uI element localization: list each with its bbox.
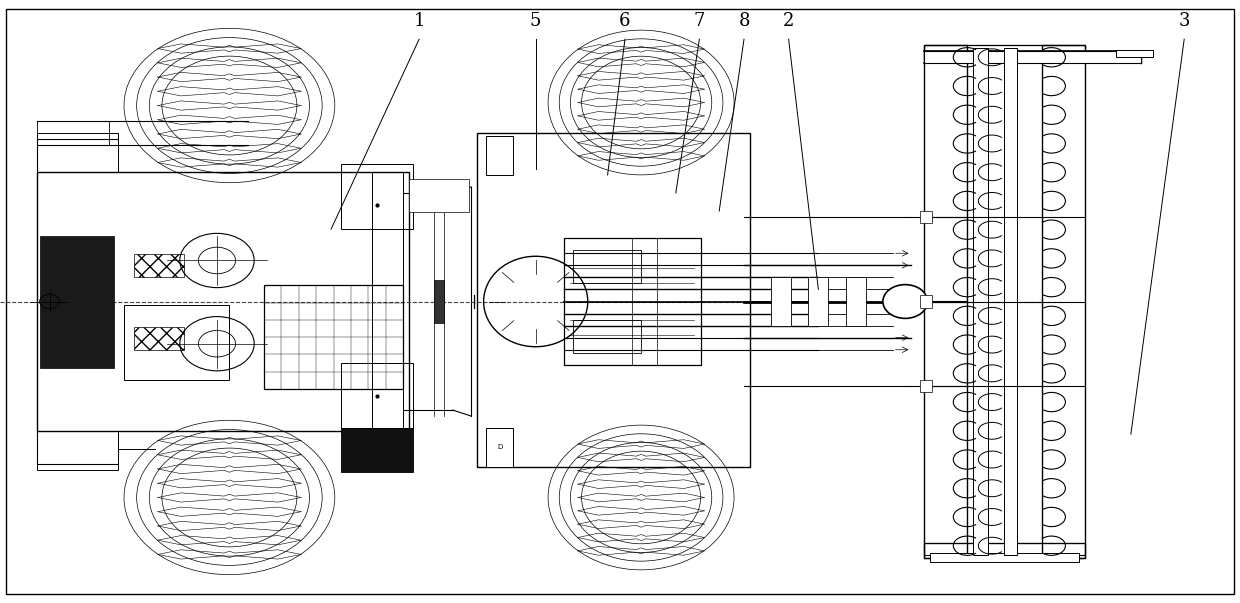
Bar xyxy=(924,45,967,558)
Bar xyxy=(37,172,409,431)
Bar xyxy=(372,172,403,431)
Bar xyxy=(40,236,114,368)
Bar xyxy=(37,121,109,145)
Bar xyxy=(134,327,184,350)
Bar xyxy=(486,428,513,467)
Bar xyxy=(808,277,828,326)
Bar xyxy=(573,250,641,283)
Bar xyxy=(1004,48,1017,555)
Bar xyxy=(564,238,701,365)
Text: 5: 5 xyxy=(529,12,542,30)
Bar xyxy=(341,363,413,428)
Bar xyxy=(920,295,932,308)
Bar xyxy=(973,48,988,555)
Bar xyxy=(920,380,932,392)
Bar xyxy=(924,45,1085,60)
Bar xyxy=(477,133,750,467)
Ellipse shape xyxy=(883,285,928,318)
Bar xyxy=(37,431,118,470)
Bar xyxy=(1116,50,1153,57)
Bar xyxy=(846,277,866,326)
Text: 2: 2 xyxy=(782,12,795,30)
Bar xyxy=(134,254,184,277)
Text: D: D xyxy=(497,444,502,450)
Bar xyxy=(1042,45,1085,558)
Bar xyxy=(924,51,1141,63)
Bar xyxy=(930,553,1079,562)
Text: 7: 7 xyxy=(693,12,706,30)
Bar xyxy=(124,305,229,380)
Bar xyxy=(924,543,1085,558)
Text: 1: 1 xyxy=(413,12,425,30)
Bar xyxy=(37,133,118,172)
Bar xyxy=(486,136,513,175)
Bar xyxy=(920,211,932,223)
Bar xyxy=(264,285,403,389)
Bar xyxy=(341,428,413,472)
Text: 6: 6 xyxy=(619,12,631,30)
Bar xyxy=(341,164,413,229)
Bar xyxy=(409,179,469,212)
Bar xyxy=(924,543,1085,555)
Bar xyxy=(434,280,444,323)
Text: 8: 8 xyxy=(738,12,750,30)
Text: 3: 3 xyxy=(1178,12,1190,30)
Bar xyxy=(771,277,791,326)
Bar xyxy=(573,320,641,353)
